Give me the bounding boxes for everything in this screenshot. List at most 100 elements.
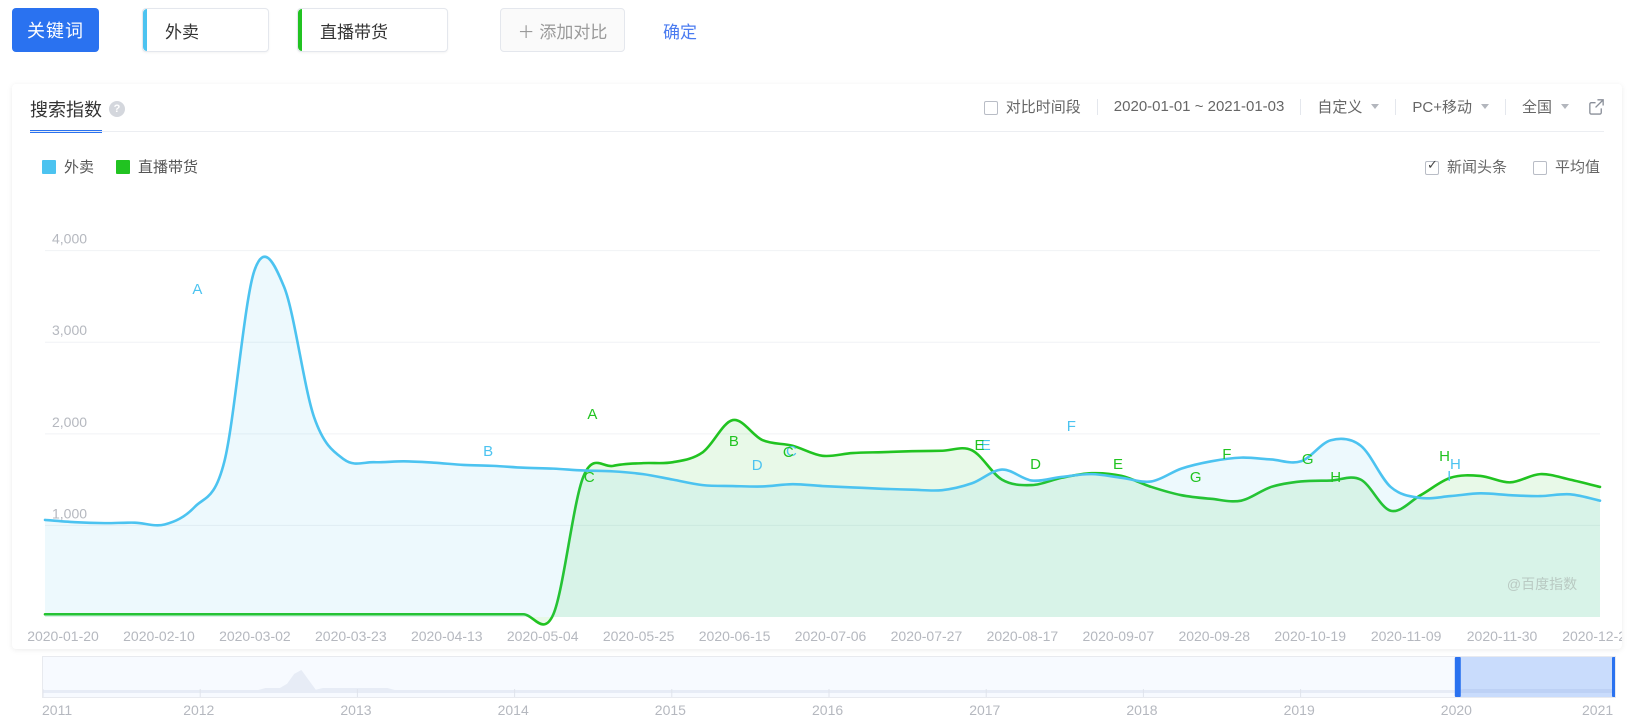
divider: [1395, 98, 1397, 115]
slider-year-label: 2012: [183, 702, 215, 718]
date-range-value: 2020-01-01 ~ 2021-01-03: [1113, 98, 1285, 115]
news-marker-B[interactable]: B: [729, 433, 739, 450]
legend-swatch: [116, 159, 131, 174]
card-header: 搜索指数 ? 对比时间段 2020-01-01 ~ 2021-01-03 自定义…: [12, 84, 1622, 133]
chevron-down-icon: [1371, 104, 1380, 109]
slider-handle-right[interactable]: [1612, 657, 1618, 697]
x-axis-tick-label: 2020-05-04: [507, 628, 579, 644]
header-divider: [30, 131, 1604, 132]
question-icon[interactable]: ?: [109, 101, 125, 117]
news-marker-A[interactable]: A: [587, 406, 597, 423]
keyword-toolbar: 关键词 外卖 直播带货 ＋ 添加对比 确定: [0, 0, 1634, 60]
x-axis-tick-label: 2020-09-07: [1083, 628, 1155, 644]
add-comparison-button[interactable]: ＋ 添加对比: [500, 8, 625, 52]
news-marker-B[interactable]: B: [483, 443, 493, 460]
news-marker-E[interactable]: E: [975, 437, 985, 454]
x-axis-tick-label: 2020-03-02: [219, 628, 291, 644]
x-axis-tick-label: 2020-11-09: [1371, 628, 1442, 644]
legend-item-waimai[interactable]: 外卖: [42, 156, 94, 177]
chart-controls: 对比时间段 2020-01-01 ~ 2021-01-03 自定义 PC+移动 …: [983, 96, 1606, 117]
slider-year-label: 2011: [42, 702, 73, 718]
slider-year-label: 2013: [340, 702, 372, 718]
news-marker-G2[interactable]: G: [1190, 469, 1202, 486]
legend-label: 直播带货: [138, 159, 199, 176]
checkbox-box: [1424, 158, 1439, 175]
date-range-picker[interactable]: 2020-01-01 ~ 2021-01-03: [1114, 98, 1285, 115]
x-axis-tick-label: 2020-10-19: [1274, 628, 1346, 644]
news-marker-F[interactable]: F: [1222, 446, 1231, 463]
x-axis-tick-label: 2020-09-28: [1178, 628, 1250, 644]
chevron-down-icon: [1480, 104, 1489, 109]
news-headlines-label: 新闻头条: [1446, 159, 1507, 176]
x-axis-tick-label: 2020-02-10: [123, 628, 195, 644]
slider-year-label: 2016: [812, 702, 844, 718]
news-marker-G[interactable]: G: [1302, 451, 1314, 468]
news-marker-C[interactable]: C: [584, 469, 595, 486]
news-marker-I[interactable]: I: [1447, 468, 1451, 485]
x-axis-tick-label: 2020-04-13: [411, 628, 483, 644]
slider-selection-window[interactable]: [1457, 657, 1615, 697]
region-select[interactable]: 全国: [1522, 96, 1569, 117]
granularity-select[interactable]: 自定义: [1317, 96, 1380, 117]
keyword-chip-label: 直播带货: [320, 22, 388, 42]
x-axis-tick-label: 2020-05-25: [603, 628, 675, 644]
news-marker-C2[interactable]: C: [783, 444, 794, 461]
device-value: PC+移动: [1412, 99, 1472, 116]
series-area-外卖: [45, 256, 1600, 617]
slider-year-label: 2014: [497, 702, 529, 718]
chevron-down-icon: [1561, 104, 1569, 109]
news-marker-H[interactable]: H: [1450, 456, 1461, 473]
news-marker-H[interactable]: H: [1439, 448, 1450, 465]
divider: [1300, 98, 1302, 115]
legend-item-zhibodaihuo[interactable]: 直播带货: [116, 156, 198, 177]
series-line-直播带货[interactable]: [43, 418, 1602, 626]
device-select[interactable]: PC+移动: [1412, 96, 1489, 117]
keyword-mode-button[interactable]: 关键词: [12, 8, 99, 52]
series-area-直播带货: [45, 419, 1600, 625]
x-axis-tick-label: 2020-03-23: [315, 628, 387, 644]
index-trend-chart[interactable]: 1,000 2,000 3,000 4,000 B A C D E F H I A B C C D E E F G G H H…: [12, 194, 1622, 649]
keyword-chip-zhibodaihuo[interactable]: 直播带货: [297, 8, 448, 52]
average-value-checkbox[interactable]: 平均值: [1532, 156, 1600, 177]
news-marker-E[interactable]: E: [981, 437, 991, 454]
compare-period-checkbox[interactable]: 对比时间段: [983, 96, 1081, 117]
watermark: @百度指数: [1507, 576, 1577, 592]
keyword-chip-color-bar: [298, 9, 302, 51]
granularity-value: 自定义: [1317, 99, 1363, 116]
x-axis-tick-label: 2020-08-17: [987, 628, 1059, 644]
slider-canvas[interactable]: [42, 657, 1618, 697]
keyword-chip-color-bar: [143, 9, 147, 51]
y-axis-tick-label: 1,000: [52, 505, 87, 521]
x-axis-tick-label: 2020-06-15: [699, 628, 771, 644]
external-link-icon[interactable]: [1587, 97, 1606, 116]
keyword-chip-waimai[interactable]: 外卖: [142, 8, 269, 52]
divider: [1096, 98, 1098, 115]
news-marker-D[interactable]: D: [752, 457, 763, 474]
slider-year-label: 2015: [654, 702, 686, 718]
y-axis-tick-label: 3,000: [52, 322, 87, 338]
news-marker-D[interactable]: D: [1030, 456, 1041, 473]
news-marker-H2[interactable]: H: [1330, 469, 1341, 486]
tab-search-index-label: 搜索指数: [30, 100, 102, 120]
news-marker-E2[interactable]: E: [1113, 456, 1123, 473]
chart-legend: 外卖 直播带货: [42, 156, 220, 177]
timeline-range-slider[interactable]: [42, 656, 1618, 698]
y-axis-tick-label: 4,000: [52, 231, 87, 247]
slider-year-label: 2017: [969, 702, 1001, 718]
slider-handle-left[interactable]: [1454, 657, 1461, 697]
slider-year-label: 2020: [1440, 702, 1472, 718]
series-line-外卖[interactable]: [43, 255, 1602, 527]
slider-year-labels: 2011 2012 2013 2014 2015 2016 2017 2018 2019 2020…: [26, 702, 1632, 728]
slider-year-label: 2021: [1582, 702, 1614, 718]
news-marker-A[interactable]: A: [192, 281, 202, 298]
divider: [1504, 98, 1506, 115]
legend-label: 外卖: [64, 159, 95, 176]
y-axis-tick-label: 2,000: [52, 414, 87, 430]
x-axis-tick-label: 2020-12-28: [1562, 628, 1622, 644]
news-marker-C[interactable]: C: [786, 443, 797, 460]
news-headlines-checkbox[interactable]: 新闻头条: [1424, 156, 1507, 177]
confirm-button[interactable]: 确定: [663, 22, 697, 42]
news-marker-F[interactable]: F: [1067, 418, 1076, 435]
tab-search-index[interactable]: 搜索指数 ?: [30, 96, 125, 122]
